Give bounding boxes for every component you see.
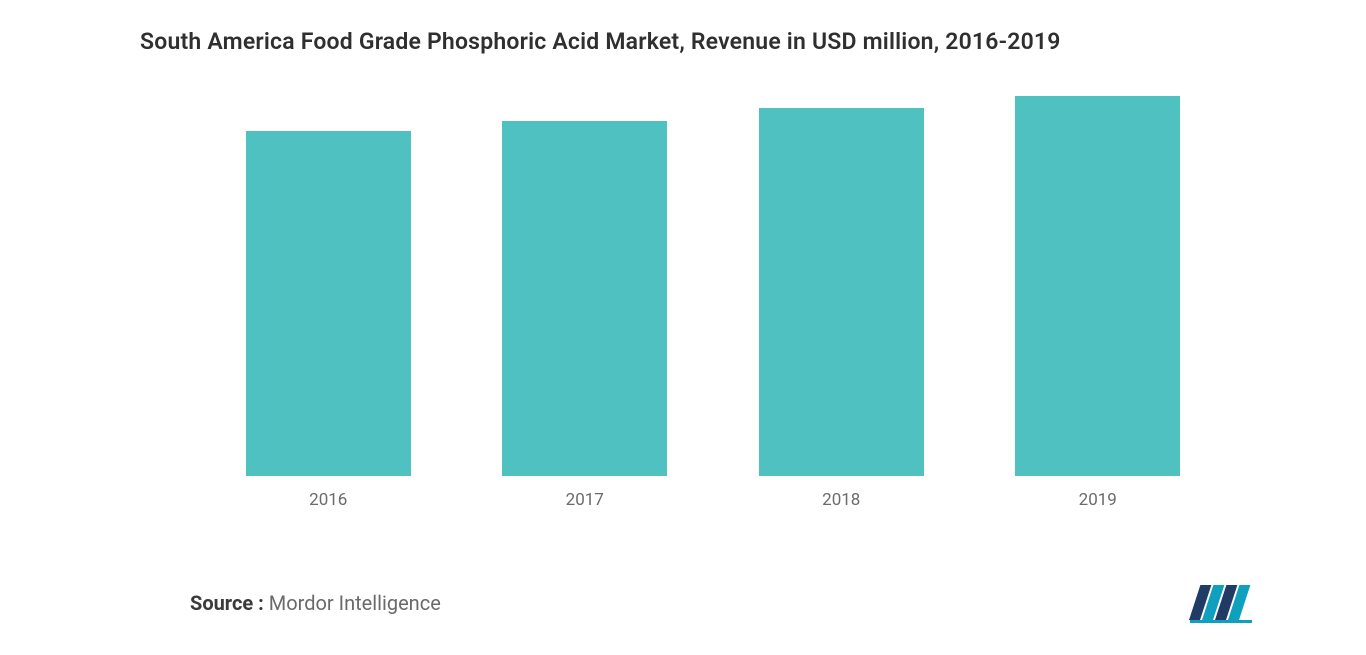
plot-area: 2016 2017 2018 2019 — [200, 110, 1226, 510]
bar — [759, 108, 924, 476]
logo-svg — [1184, 580, 1256, 625]
bar-group: 2019 — [970, 96, 1227, 510]
bar-group: 2017 — [457, 121, 714, 510]
source-label: Source : — [190, 591, 264, 615]
mordor-logo-icon — [1184, 580, 1256, 625]
bar — [1015, 96, 1180, 476]
chart-container: South America Food Grade Phosphoric Acid… — [0, 0, 1366, 655]
bar-group: 2018 — [713, 108, 970, 510]
bar-group: 2016 — [200, 131, 457, 510]
x-axis-label: 2019 — [1079, 490, 1117, 510]
x-axis-label: 2016 — [309, 490, 347, 510]
bar — [502, 121, 667, 476]
source-line: Source : Mordor Intelligence — [190, 591, 441, 615]
x-axis-label: 2017 — [566, 490, 604, 510]
source-text: Mordor Intelligence — [264, 591, 441, 615]
x-axis-label: 2018 — [822, 490, 860, 510]
bar — [246, 131, 411, 476]
chart-title: South America Food Grade Phosphoric Acid… — [60, 20, 1306, 55]
